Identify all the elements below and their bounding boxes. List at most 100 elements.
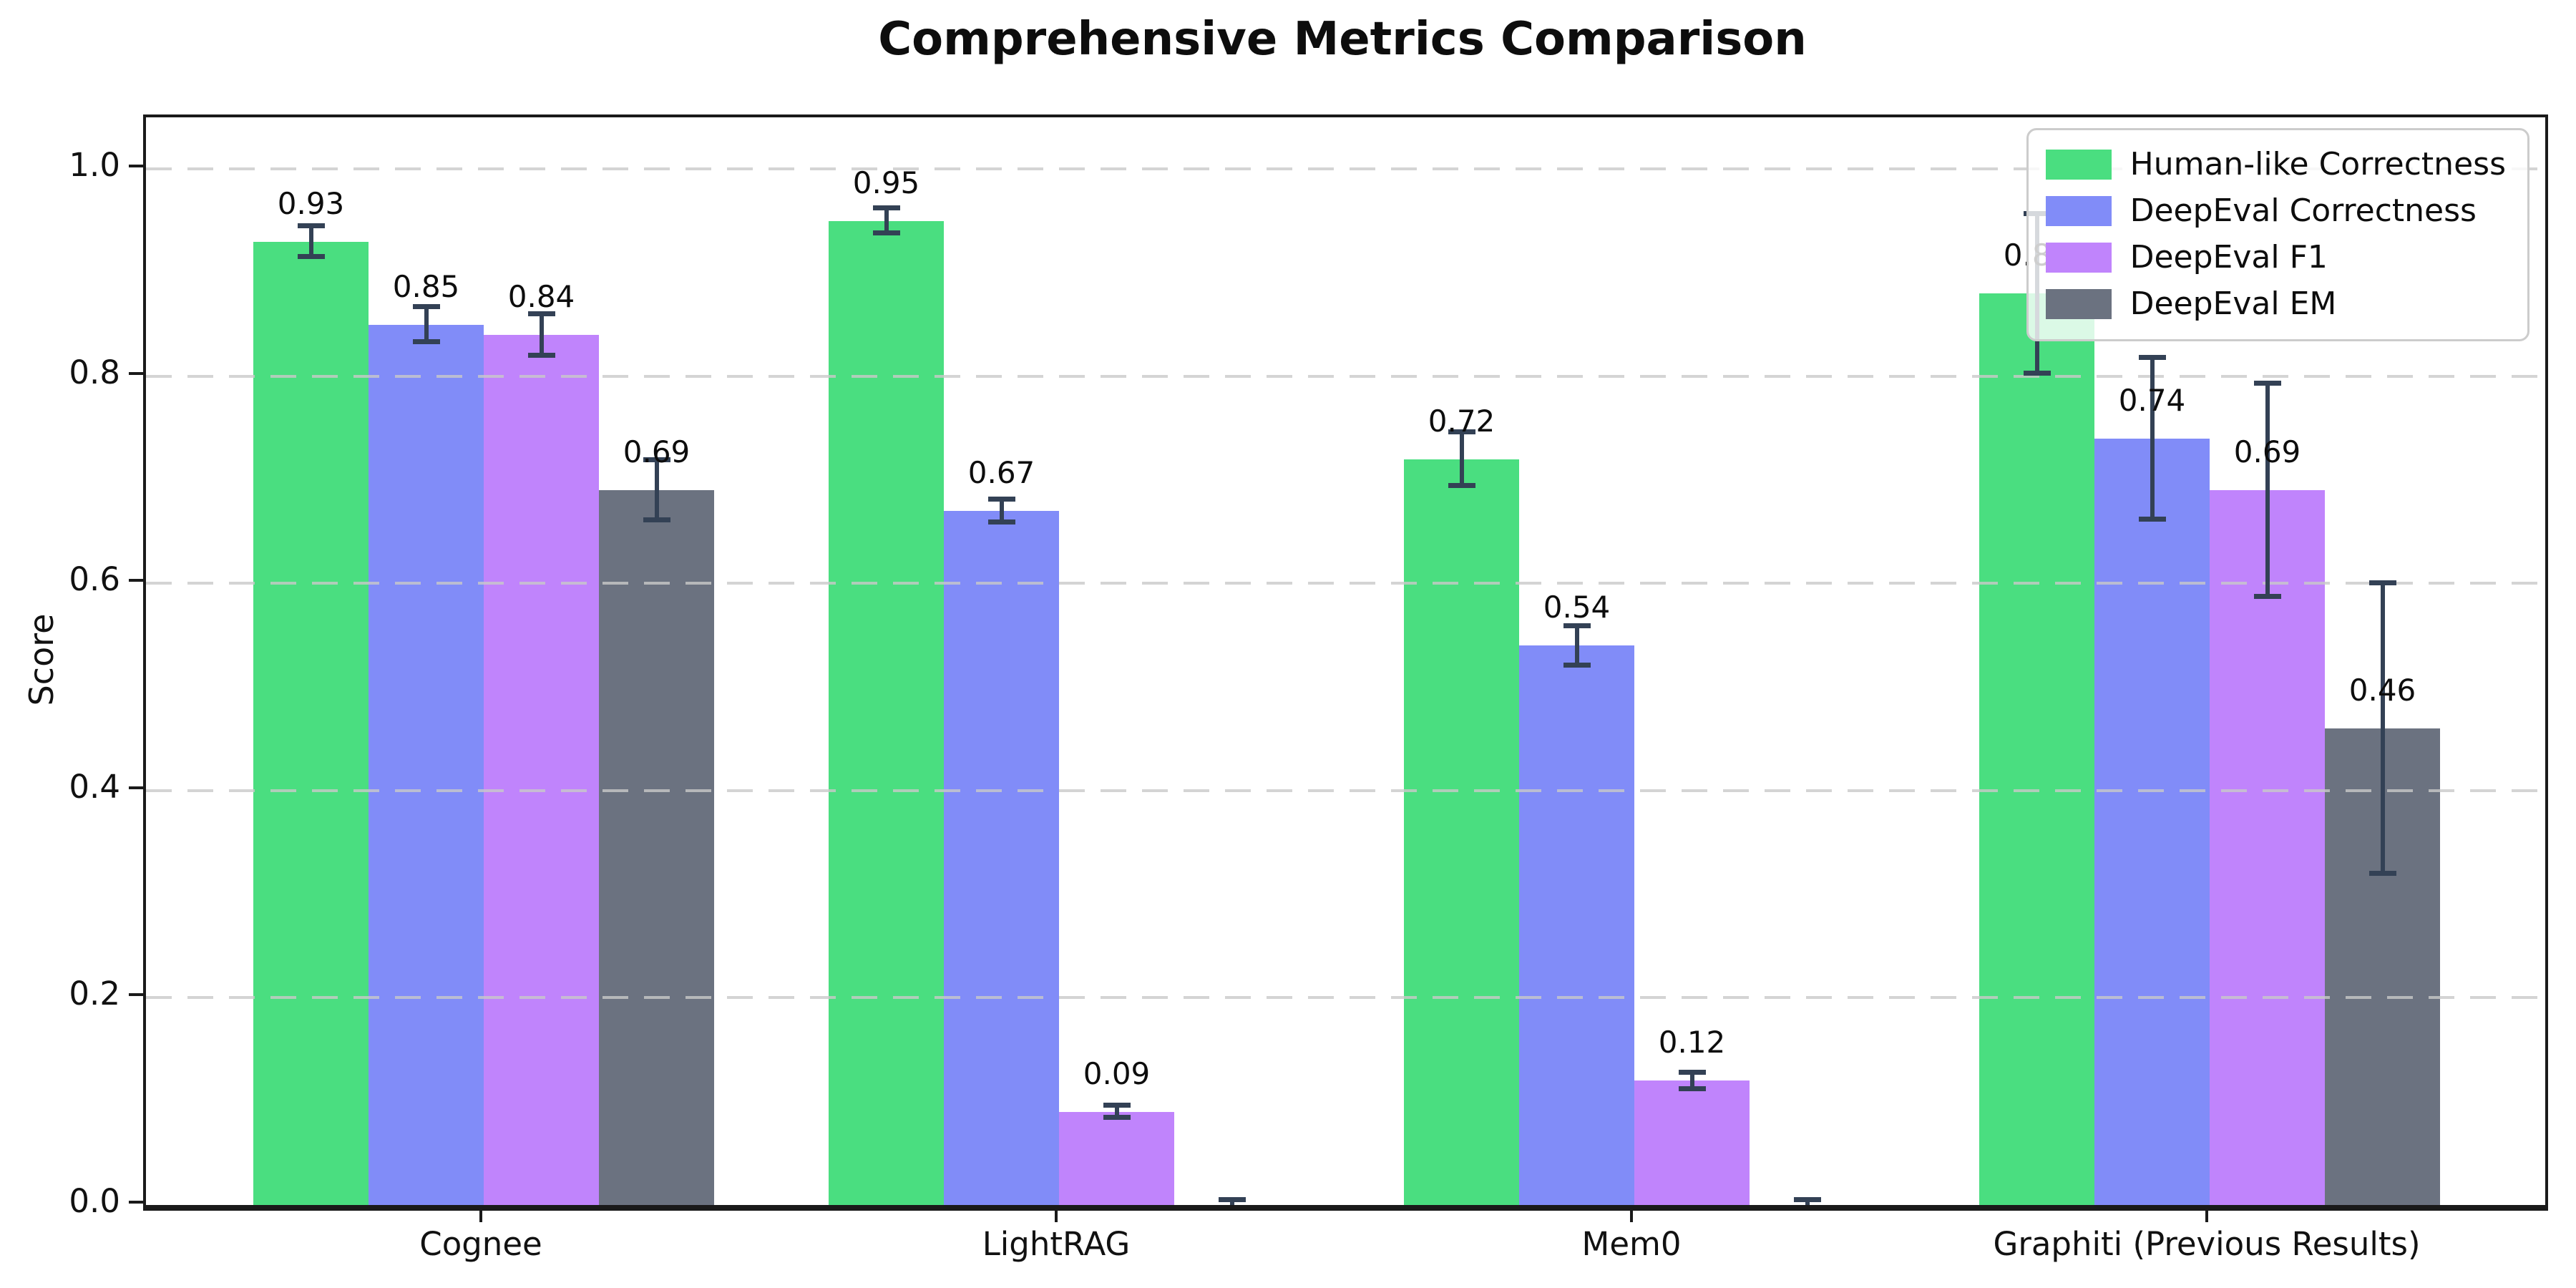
gridlines-layer: [146, 117, 2545, 1205]
error-bar: [2380, 583, 2385, 874]
bar-value-label: 0.69: [2233, 434, 2301, 470]
x-tick-mark: [479, 1208, 482, 1222]
y-tick-label: 0.0: [69, 1182, 120, 1220]
x-tick-label: Mem0: [1581, 1225, 1682, 1263]
error-bar: [424, 306, 429, 343]
error-bar-cap: [2253, 594, 2281, 600]
error-bar: [884, 208, 889, 234]
legend-row: DeepEval Correctness: [2045, 192, 2506, 229]
error-bar: [2150, 357, 2155, 519]
legend-row: Human-like Correctness: [2045, 146, 2506, 182]
bar: [829, 221, 944, 1205]
y-tick-mark: [129, 993, 143, 997]
gridline: [146, 582, 2545, 585]
x-tick-mark: [2205, 1208, 2208, 1222]
error-bar-cap: [1218, 1196, 1246, 1202]
gridline: [146, 789, 2545, 792]
error-bar: [1574, 625, 1579, 665]
error-bar: [1459, 432, 1464, 487]
error-bar-cap: [1793, 1196, 1821, 1202]
error-bar: [539, 314, 544, 356]
error-bar-cap: [527, 311, 555, 317]
y-tick-mark: [129, 786, 143, 789]
error-bar-cap: [872, 205, 900, 211]
y-tick-label: 0.4: [69, 767, 120, 806]
error-bar-cap: [2253, 381, 2281, 386]
bar-value-label: 0.74: [2118, 382, 2186, 418]
error-bar-cap: [1103, 1115, 1131, 1121]
y-tick-mark: [129, 165, 143, 168]
y-tick-label: 0.8: [69, 353, 120, 391]
error-bar-cap: [2138, 354, 2166, 360]
error-bar-cap: [527, 352, 555, 358]
legend-label: DeepEval EM: [2129, 286, 2337, 322]
bar: [1634, 1080, 1750, 1205]
bar-value-label: 0.84: [507, 279, 575, 315]
gridline: [146, 167, 2545, 171]
legend-swatch: [2045, 195, 2112, 226]
error-bar-cap: [2138, 516, 2166, 522]
error-bar-cap: [412, 339, 440, 345]
bar: [1979, 293, 2094, 1205]
y-tick-label: 1.0: [69, 146, 120, 185]
bar: [944, 511, 1059, 1205]
error-bar-cap: [1563, 623, 1591, 628]
legend-label: Human-like Correctness: [2129, 146, 2506, 182]
error-bar: [2265, 384, 2270, 597]
chart-title: Comprehensive Metrics Comparison: [878, 13, 1807, 66]
error-bar-cap: [412, 303, 440, 309]
y-tick-label: 0.2: [69, 975, 120, 1013]
x-tick-label: Cognee: [419, 1225, 542, 1263]
error-bar: [999, 499, 1004, 523]
error-bar-cap: [1678, 1069, 1706, 1075]
error-bar-cap: [1678, 1085, 1706, 1091]
error-bar-cap: [872, 230, 900, 236]
x-tick-mark: [1630, 1208, 1633, 1222]
x-tick-label: LightRAG: [982, 1225, 1131, 1263]
legend-label: DeepEval F1: [2129, 239, 2328, 275]
legend-row: DeepEval F1: [2045, 239, 2506, 275]
error-bar-cap: [2023, 370, 2051, 376]
y-tick-mark: [129, 579, 143, 582]
error-bar-cap: [987, 519, 1015, 525]
bar: [253, 242, 369, 1205]
y-tick-mark: [129, 1201, 143, 1204]
error-bar-cap: [297, 254, 325, 260]
bar-value-label: 0.69: [623, 434, 691, 470]
gridline: [146, 374, 2545, 378]
error-bar-cap: [2368, 870, 2396, 876]
bar-value-label: 0.46: [2348, 673, 2416, 708]
bar-value-label: 0.72: [1428, 403, 1496, 439]
bar-value-label: 0.85: [392, 268, 460, 304]
bar: [2210, 490, 2325, 1205]
error-bar-cap: [2368, 580, 2396, 586]
legend-swatch: [2045, 288, 2112, 319]
error-bar: [1229, 1199, 1234, 1205]
y-tick-label: 0.6: [69, 560, 120, 599]
error-bar: [654, 460, 659, 521]
error-bar-cap: [1103, 1103, 1131, 1108]
legend-swatch: [2045, 242, 2112, 273]
bar-value-label: 0.12: [1658, 1025, 1726, 1060]
error-bar: [308, 226, 313, 258]
error-bar-cap: [643, 517, 670, 523]
bar-value-label: 0.67: [967, 455, 1035, 491]
bar-value-label: 0.95: [852, 165, 920, 200]
legend-swatch: [2045, 149, 2112, 180]
error-bar-cap: [1448, 483, 1475, 489]
x-tick-mark: [1055, 1208, 1058, 1222]
bar: [599, 490, 714, 1205]
error-bar-cap: [1448, 429, 1475, 435]
bar: [1059, 1112, 1174, 1205]
error-bar-cap: [1563, 662, 1591, 668]
bar: [369, 325, 484, 1205]
error-bar: [1114, 1106, 1119, 1118]
x-tick-label: Graphiti (Previous Results): [1993, 1225, 2421, 1263]
y-axis-label: Score: [22, 613, 61, 706]
error-bar-cap: [297, 223, 325, 228]
bar: [1519, 645, 1634, 1205]
error-bar-cap: [643, 457, 670, 463]
legend-label: DeepEval Correctness: [2129, 192, 2477, 229]
bar: [484, 335, 599, 1205]
